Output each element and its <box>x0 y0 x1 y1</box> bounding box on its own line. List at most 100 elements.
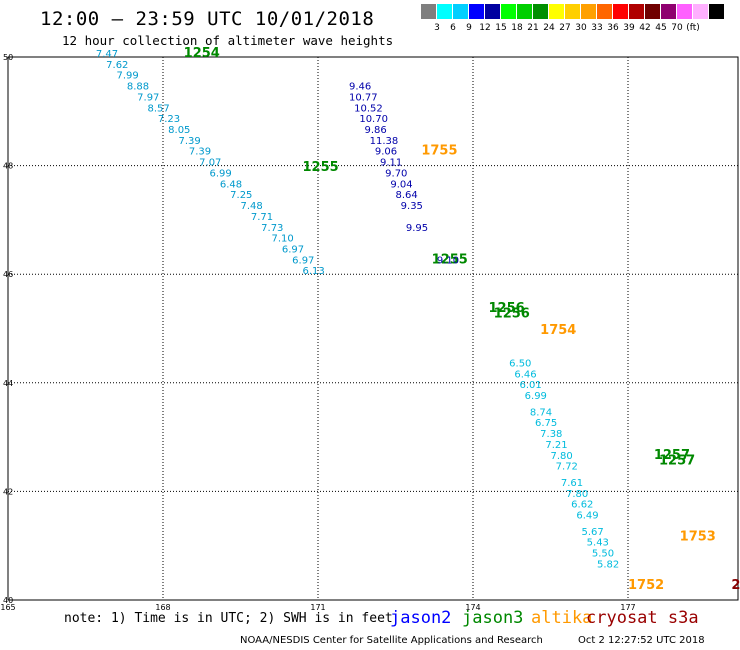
wave-height-label: 7.39 <box>189 147 211 158</box>
wave-height-label: 6.01 <box>520 380 542 391</box>
legend-swatch <box>421 4 437 19</box>
legend-label: 12 <box>479 23 491 33</box>
wave-height-label: 7.23 <box>158 114 180 125</box>
wave-height-label: 8.57 <box>148 103 170 114</box>
footer-note: note: 1) Time is in UTC; 2) SWH is in fe… <box>64 611 393 626</box>
wave-height-label: 9.11 <box>380 158 402 169</box>
legend-swatch <box>565 4 581 19</box>
wave-height-label: 9.46 <box>349 82 371 93</box>
wave-height-label: 8.05 <box>168 125 190 136</box>
satellite-legend-item: altika <box>531 608 593 628</box>
legend-swatch <box>709 4 725 19</box>
legend-swatch <box>437 4 453 19</box>
satellite-legend-item: cryosat s3a <box>586 608 699 628</box>
x-tick-label: 171 <box>310 603 325 612</box>
wave-height-label: 9.35 <box>401 201 423 212</box>
wave-height-label: 7.25 <box>230 190 252 201</box>
time-label: 1257 <box>654 448 690 463</box>
chart-title: 12:00 — 23:59 UTC 10/01/2018 <box>40 8 375 30</box>
legend-label: 3 <box>434 23 440 33</box>
legend-label: 27 <box>559 23 571 33</box>
wave-height-label: 6.13 <box>303 266 325 277</box>
wave-height-label: 7.39 <box>179 136 201 147</box>
time-label: 1257 <box>659 453 695 468</box>
color-legend: 3 6 9 12 15 18 21 24 27 30 33 36 39 42 45 70 (ft) <box>421 4 725 34</box>
y-tick-label: 46 <box>3 270 13 279</box>
legend-label: 36 <box>607 23 619 33</box>
time-label: 1255 <box>432 252 468 267</box>
wave-height-label: 6.97 <box>292 255 314 266</box>
legend-swatch <box>501 4 517 19</box>
time-label: 1255 <box>303 160 339 175</box>
x-tick-label: 174 <box>465 603 480 612</box>
wave-height-label: 7.48 <box>241 201 263 212</box>
wave-height-label: 9.06 <box>375 147 397 158</box>
legend-swatch <box>533 4 549 19</box>
wave-height-label: 7.62 <box>106 60 128 71</box>
wave-height-label: 10.77 <box>349 92 378 103</box>
wave-height-label: 6.50 <box>509 359 531 370</box>
wave-height-label: 6.99 <box>210 168 232 179</box>
wave-height-label: 6.48 <box>220 179 242 190</box>
wave-height-label: 9.86 <box>365 125 387 136</box>
wave-height-label: 11.38 <box>370 136 399 147</box>
wave-height-label: 10.70 <box>359 114 388 125</box>
time-label: 1755 <box>421 144 457 159</box>
timestamp-text: Oct 2 12:27:52 UTC 2018 <box>578 635 705 646</box>
y-tick-label: 40 <box>3 596 13 605</box>
x-tick-label: 177 <box>620 603 635 612</box>
chart-subtitle: 12 hour collection of altimeter wave hei… <box>62 33 394 48</box>
y-tick-label: 44 <box>3 379 13 388</box>
y-tick-label: 48 <box>3 162 13 171</box>
legend-swatch <box>645 4 661 19</box>
legend-swatch <box>549 4 565 19</box>
wave-height-label: 9.95 <box>406 223 428 234</box>
time-label: 1254 <box>184 46 220 61</box>
wave-height-label: 7.47 <box>96 49 118 60</box>
time-label: 1256 <box>489 301 525 316</box>
time-label: 1753 <box>680 529 716 544</box>
y-tick-label: 42 <box>3 487 13 496</box>
wave-height-label: 6.62 <box>571 500 593 511</box>
legend-swatch <box>693 4 709 19</box>
legend-swatch <box>581 4 597 19</box>
legend-label: 33 <box>591 23 603 33</box>
wave-height-label: 9.10 <box>437 255 459 266</box>
wave-height-label: 7.10 <box>272 234 294 245</box>
wave-height-label: 7.97 <box>137 92 159 103</box>
time-label: 1256 <box>494 307 530 322</box>
legend-label: 70 <box>671 23 683 33</box>
legend-label: 6 <box>450 23 456 33</box>
legend-swatch <box>485 4 501 19</box>
legend-label: 45 <box>655 23 667 33</box>
wave-height-label: 6.75 <box>535 418 557 429</box>
legend-swatch <box>613 4 629 19</box>
satellite-legend-item: jason3 <box>462 608 524 628</box>
plot-frame <box>7 56 739 601</box>
legend-label: 24 <box>543 23 555 33</box>
legend-label: 9 <box>466 23 472 33</box>
wave-height-label: 8.88 <box>127 82 149 93</box>
legend-swatch <box>597 4 613 19</box>
wave-height-label: 8.74 <box>530 407 552 418</box>
wave-height-label: 6.97 <box>282 244 304 255</box>
time-label: 2247 <box>731 578 740 593</box>
x-tick-label: 165 <box>0 603 15 612</box>
wave-height-label: 7.21 <box>545 440 567 451</box>
time-label: 1754 <box>540 323 576 338</box>
wave-height-label: 7.80 <box>551 451 573 462</box>
legend-label: 42 <box>639 23 651 33</box>
credit-text: NOAA/NESDIS Center for Satellite Applica… <box>240 635 543 646</box>
wave-height-label: 5.82 <box>597 559 619 570</box>
y-tick-label: 50 <box>3 53 13 62</box>
wave-height-label: 10.52 <box>354 103 383 114</box>
legend-swatch <box>469 4 485 19</box>
wave-height-label: 9.70 <box>385 168 407 179</box>
legend-label: 15 <box>495 23 507 33</box>
wave-height-label: 5.67 <box>582 527 604 538</box>
satellite-legend-item: jason2 <box>390 608 452 628</box>
wave-height-label: 7.07 <box>199 158 221 169</box>
legend-label: 21 <box>527 23 539 33</box>
wave-height-label: 7.61 <box>561 478 583 489</box>
